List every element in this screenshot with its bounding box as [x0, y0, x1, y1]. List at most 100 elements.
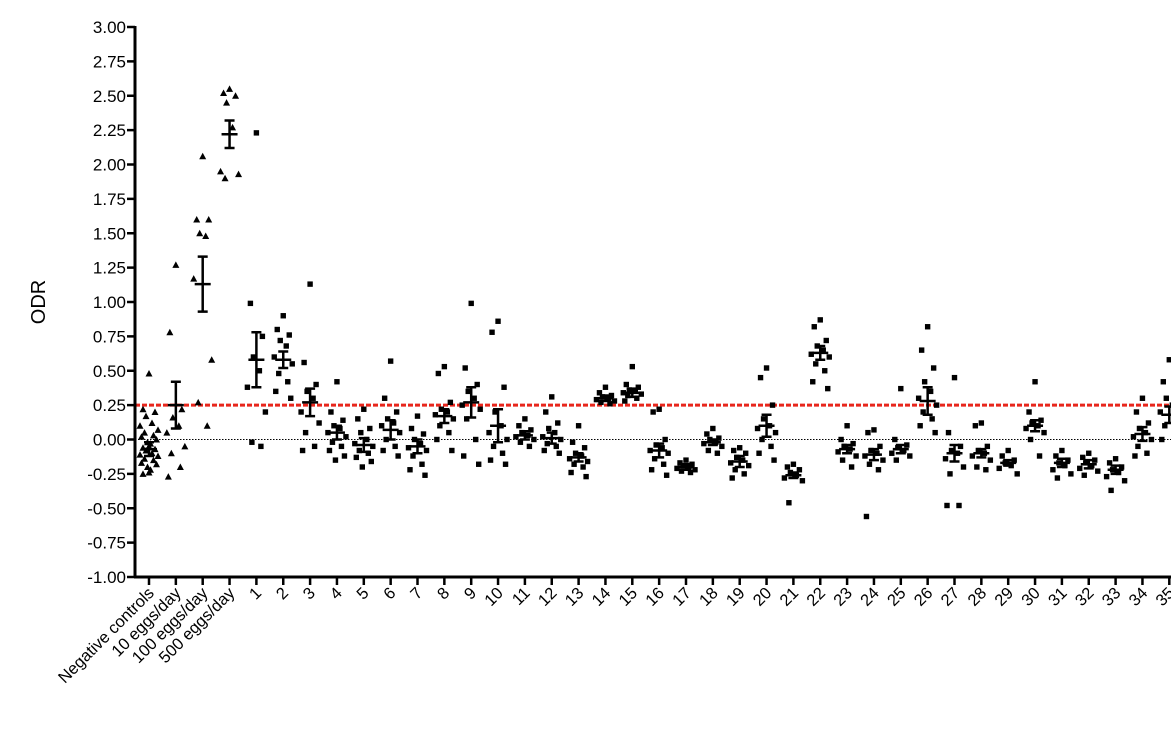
data-point [972, 423, 979, 429]
data-point [835, 449, 841, 455]
data-point [656, 406, 662, 412]
data-point [419, 461, 425, 467]
x-tick-label: 34 [1126, 584, 1152, 610]
data-point [996, 465, 1002, 472]
data-point [947, 471, 953, 477]
data-point [1133, 409, 1140, 415]
data-point [754, 425, 761, 432]
data-point [487, 457, 494, 463]
data-point [489, 329, 495, 335]
x-tick-label: 15 [615, 584, 641, 610]
data-point [1062, 462, 1068, 469]
data-point [623, 381, 629, 388]
data-point [1148, 436, 1155, 443]
data-point [150, 456, 157, 464]
data-point [863, 513, 870, 520]
data-point [141, 455, 148, 462]
data-point [273, 388, 279, 395]
data-point [568, 469, 574, 476]
x-tick-label: 11 [509, 584, 534, 609]
data-point [367, 425, 373, 432]
data-point [341, 453, 348, 459]
data-point [1053, 453, 1059, 459]
data-point [154, 426, 162, 433]
data-point [381, 395, 388, 401]
data-point [1118, 464, 1125, 470]
data-point [932, 429, 938, 436]
x-tick-label: 8 [434, 584, 453, 603]
data-point [575, 423, 582, 429]
data-point [611, 398, 618, 404]
data-point [256, 368, 263, 374]
data-point [865, 429, 871, 436]
reference-lines [135, 403, 1171, 440]
data-point [683, 457, 689, 463]
data-point [288, 395, 294, 401]
data-point [420, 431, 427, 437]
data-point [434, 436, 440, 443]
data-point [226, 85, 234, 92]
data-point [329, 439, 336, 445]
data-point [531, 436, 537, 443]
data-point [359, 464, 365, 470]
y-tick-label: 2.50 [93, 87, 126, 106]
data-point [716, 435, 722, 441]
y-tick-label: 2.00 [93, 156, 126, 175]
data-point [759, 436, 765, 443]
data-point [1089, 462, 1095, 469]
data-point [1077, 465, 1083, 472]
data-point [743, 450, 749, 456]
data-point [471, 395, 477, 401]
data-point [355, 416, 361, 422]
data-point [942, 456, 949, 462]
data-point [141, 429, 148, 436]
data-point [299, 447, 306, 454]
data-point [365, 450, 371, 456]
data-point [465, 388, 471, 395]
data-point [396, 429, 403, 436]
data-point [1166, 357, 1171, 363]
data-point [692, 467, 698, 473]
y-tick-label: -1.00 [87, 568, 126, 587]
x-tick-label: 26 [911, 584, 937, 610]
data-point [249, 439, 255, 445]
data-point [839, 457, 846, 463]
x-tick-label: 25 [884, 584, 910, 610]
data-point [1160, 379, 1166, 385]
data-point [513, 434, 519, 440]
data-point [142, 412, 150, 420]
data-point [145, 469, 153, 476]
data-point [390, 420, 397, 426]
data-point [136, 451, 144, 458]
data-point [746, 462, 752, 469]
data-point [584, 458, 591, 465]
data-point [757, 374, 764, 381]
data-point [492, 409, 498, 415]
data-point [921, 379, 928, 385]
data-point [352, 440, 358, 447]
data-point [734, 454, 740, 461]
data-point [181, 442, 189, 450]
data-point [796, 467, 803, 473]
y-tick-label: 0.00 [93, 431, 126, 450]
data-point [490, 443, 497, 450]
data-point [596, 390, 603, 396]
data-point [889, 450, 895, 456]
data-point [1144, 450, 1150, 456]
data-point [1038, 417, 1044, 423]
data-point [558, 436, 564, 443]
data-point [501, 384, 507, 390]
data-point [1032, 379, 1038, 385]
data-point [283, 343, 289, 349]
data-point [380, 447, 386, 454]
y-tick-label: 2.75 [93, 52, 126, 71]
data-point [578, 453, 585, 459]
data-point [153, 460, 160, 468]
data-point [325, 429, 331, 436]
data-point [1135, 443, 1141, 450]
data-point [569, 439, 576, 445]
data-point [526, 443, 533, 450]
data-point [930, 365, 937, 371]
x-tick-label: 13 [562, 584, 588, 610]
data-point [648, 467, 655, 473]
